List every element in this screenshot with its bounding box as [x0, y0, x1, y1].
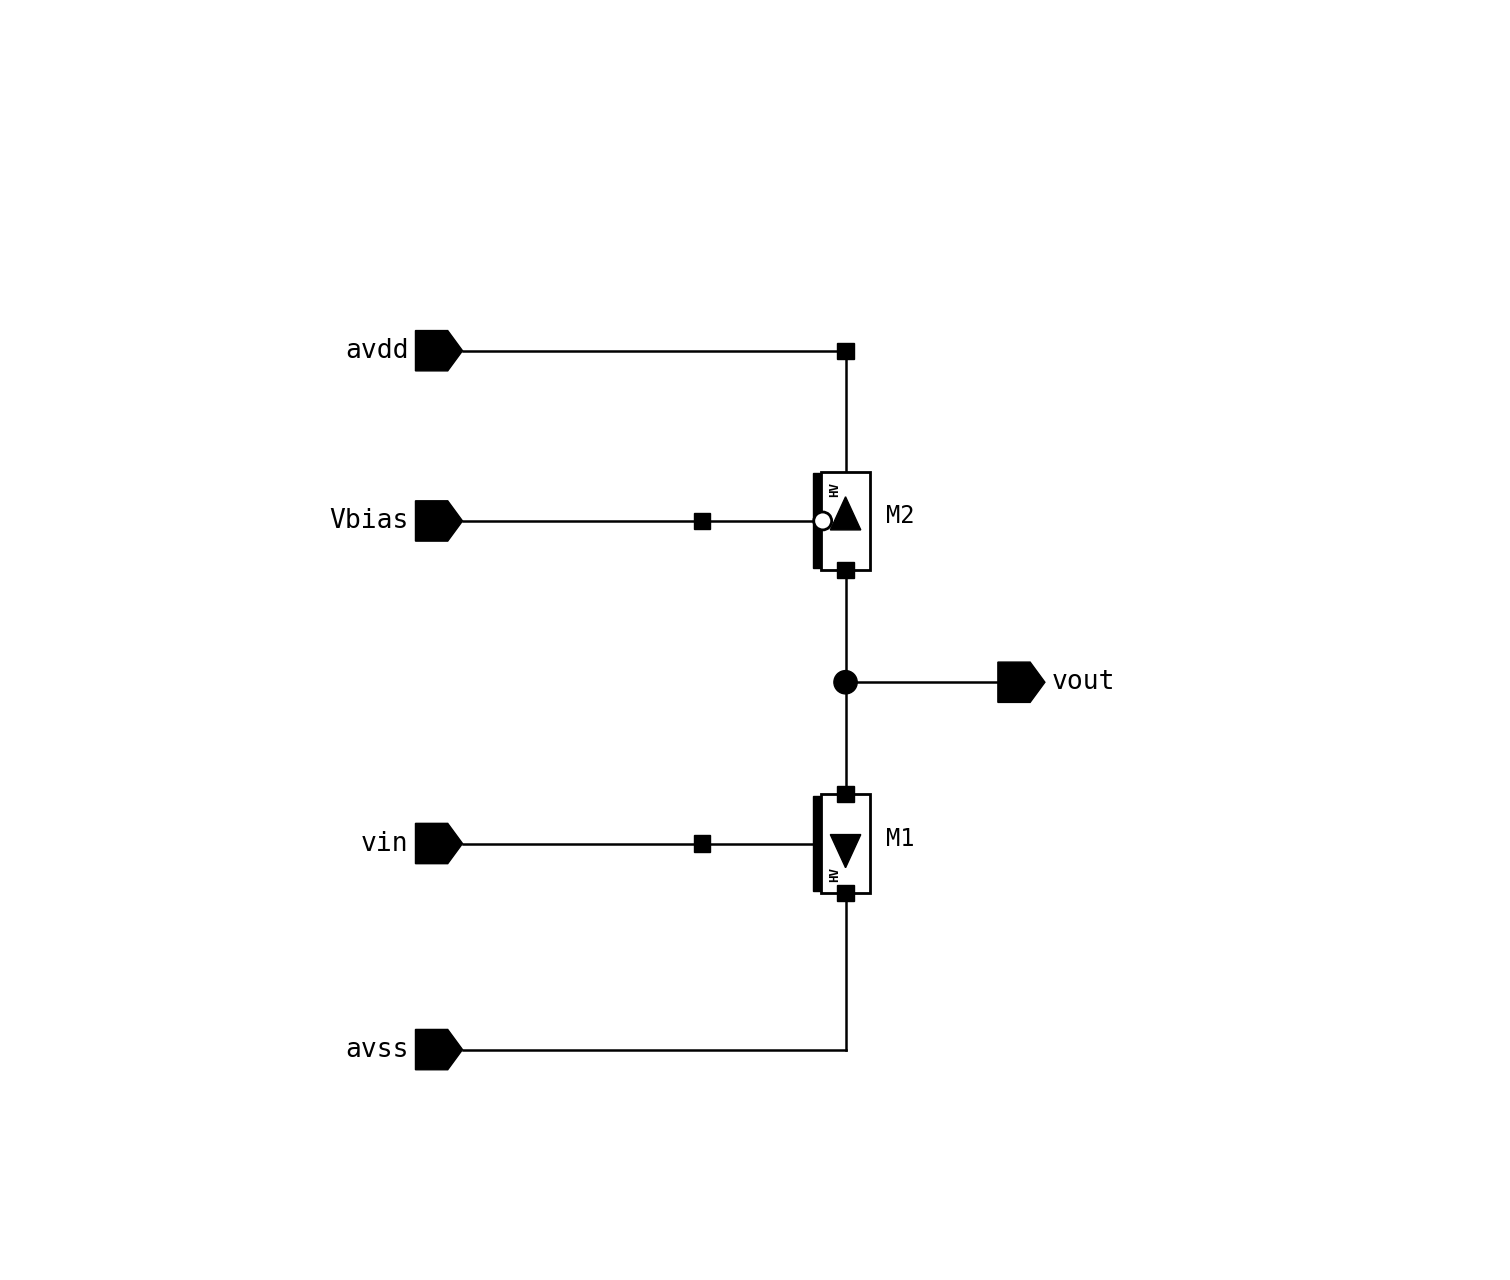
Text: avdd: avdd	[344, 338, 408, 364]
Text: vout: vout	[1052, 669, 1116, 695]
Bar	[821, 471, 870, 570]
Polygon shape	[415, 330, 462, 371]
Circle shape	[834, 671, 858, 694]
Text: M2: M2	[886, 504, 915, 529]
Bar	[838, 884, 853, 901]
Bar	[695, 513, 710, 529]
Text: M1: M1	[886, 827, 915, 851]
Polygon shape	[415, 500, 462, 541]
Bar	[812, 474, 820, 568]
Text: avss: avss	[344, 1037, 408, 1062]
Bar	[838, 343, 853, 358]
Bar	[812, 796, 820, 891]
Text: HV: HV	[829, 483, 841, 497]
Bar	[695, 836, 710, 851]
Bar	[838, 562, 853, 579]
Text: vin: vin	[361, 831, 408, 856]
Text: HV: HV	[829, 868, 841, 882]
Polygon shape	[415, 1029, 462, 1070]
Text: Vbias: Vbias	[329, 508, 408, 534]
Bar	[821, 794, 870, 893]
Polygon shape	[831, 497, 861, 530]
Polygon shape	[998, 662, 1045, 703]
Circle shape	[814, 512, 832, 530]
Bar	[838, 786, 853, 803]
Polygon shape	[831, 835, 861, 868]
Polygon shape	[415, 823, 462, 864]
